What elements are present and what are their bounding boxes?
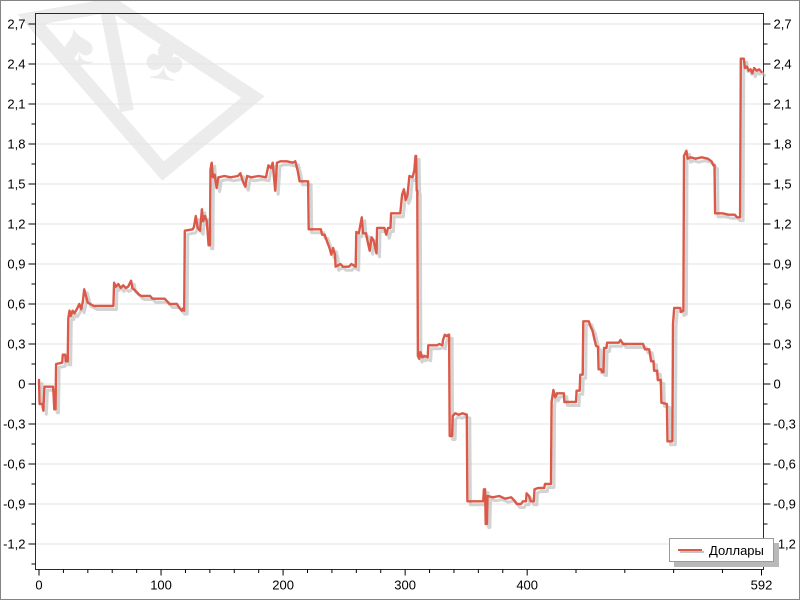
svg-text:1,2: 1,2 <box>7 217 25 232</box>
watermark: ♠ ♣ <box>17 1 265 181</box>
svg-text:592: 592 <box>751 578 773 593</box>
svg-text:1,5: 1,5 <box>7 177 25 192</box>
svg-text:1,5: 1,5 <box>774 177 792 192</box>
svg-text:0,9: 0,9 <box>774 257 792 272</box>
svg-text:400: 400 <box>516 578 538 593</box>
svg-text:-0,9: -0,9 <box>3 496 25 511</box>
svg-text:2,1: 2,1 <box>774 97 792 112</box>
svg-text:100: 100 <box>150 578 172 593</box>
spade-icon: ♠ <box>54 8 101 82</box>
legend-label: Доллары <box>709 542 764 558</box>
svg-text:0,3: 0,3 <box>774 337 792 352</box>
svg-text:-0,9: -0,9 <box>774 496 796 511</box>
svg-text:2,7: 2,7 <box>774 17 792 32</box>
svg-text:2,1: 2,1 <box>7 97 25 112</box>
svg-text:0: 0 <box>35 578 42 593</box>
plot-border <box>35 13 764 570</box>
svg-text:0,3: 0,3 <box>7 337 25 352</box>
club-icon: ♣ <box>141 23 189 95</box>
y-axis-left: 2,7 2,4 2,1 1,8 1,5 1,2 0,9 0,6 0,3 0 -0,3 -0,6 -0,9… <box>3 17 36 565</box>
svg-text:-0,6: -0,6 <box>3 456 25 471</box>
svg-text:2,4: 2,4 <box>774 57 792 72</box>
y-axis-right: 2,7 2,4 2,1 1,8 1,5 1,2 0,9 0,6 0,3 0 -0,3 -0,6 -0,9… <box>763 17 796 565</box>
svg-text:1,8: 1,8 <box>774 137 792 152</box>
svg-text:200: 200 <box>272 578 294 593</box>
svg-text:-0,6: -0,6 <box>774 456 796 471</box>
svg-text:1,8: 1,8 <box>7 137 25 152</box>
svg-text:0,9: 0,9 <box>7 257 25 272</box>
svg-text:-1,2: -1,2 <box>774 536 796 551</box>
svg-text:2,7: 2,7 <box>7 17 25 32</box>
svg-text:0,6: 0,6 <box>7 297 25 312</box>
svg-text:-0,3: -0,3 <box>774 417 796 432</box>
legend-line-sample <box>678 549 702 551</box>
gridlines <box>35 23 764 545</box>
svg-text:0: 0 <box>774 377 781 392</box>
svg-text:1,2: 1,2 <box>774 217 792 232</box>
legend[interactable]: Доллары <box>669 538 774 562</box>
svg-text:2,4: 2,4 <box>7 57 25 72</box>
series-line <box>37 57 763 526</box>
svg-text:300: 300 <box>394 578 416 593</box>
series-Доллары <box>37 57 766 529</box>
svg-text:-0,3: -0,3 <box>3 417 25 432</box>
x-axis: 0 100 200 300 400 592 <box>35 569 773 593</box>
svg-text:0: 0 <box>18 377 25 392</box>
svg-text:-1,2: -1,2 <box>3 536 25 551</box>
svg-text:0,6: 0,6 <box>774 297 792 312</box>
